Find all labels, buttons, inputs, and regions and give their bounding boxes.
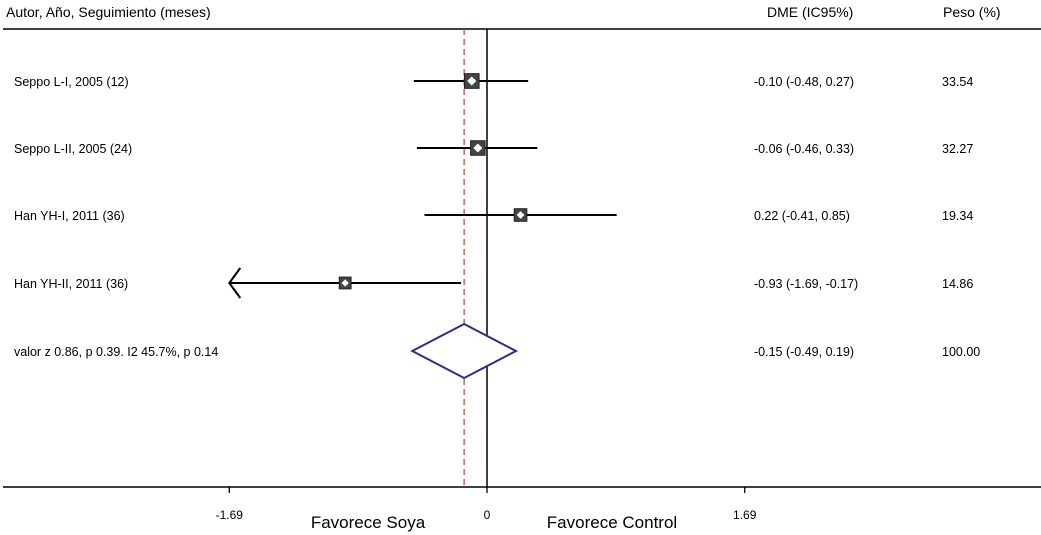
heterogeneity-stats: valor z 0.86, p 0.39. I2 45.7%, p 0.14 [14,345,218,359]
pooled-diamond [410,322,519,380]
effect-column-header: DME (IC95%) [767,4,853,20]
reference-lines [463,29,488,487]
point-estimate-center [473,143,483,153]
weight-text: 19.34 [942,209,973,223]
point-estimate-center [341,279,349,287]
favors-right-label: Favorece Control [547,513,677,532]
study-column-header: Autor, Año, Seguimiento (meses) [6,4,211,20]
header-row: Autor, Año, Seguimiento (meses) DME (IC9… [6,4,1001,20]
effect-size-text: -0.06 (-0.46, 0.33) [754,142,854,156]
effect-size-text: 0.22 (-0.41, 0.85) [754,209,850,223]
point-estimate-center [516,211,525,219]
study-row: Han YH-II, 2011 (36) -0.93 (-1.69, -0.17)… [14,267,973,299]
x-tick-label: -1.69 [216,508,244,522]
study-label: Seppo L-I, 2005 (12) [14,75,129,89]
study-label: Seppo L-II, 2005 (24) [14,142,132,156]
x-tick-label: 0 [484,508,491,522]
weight-text: 14.86 [942,277,973,291]
overall-effect-text: -0.15 (-0.49, 0.19) [754,345,854,359]
study-row: Seppo L-I, 2005 (12) -0.10 (-0.48, 0.27) 3… [14,73,973,89]
effect-size-text: -0.10 (-0.48, 0.27) [754,75,854,89]
favors-left-label: Favorece Soya [311,513,426,532]
point-estimate-center [467,76,477,86]
ci-arrow [228,267,242,299]
weight-text: 33.54 [942,75,973,89]
overall-row: valor z 0.86, p 0.39. I2 45.7%, p 0.14 -0… [14,322,980,380]
x-axis: -1.69 0 1.69 [216,487,757,522]
study-row: Han YH-I, 2011 (36) 0.22 (-0.41, 0.85) 19.… [14,208,973,223]
study-label: Han YH-I, 2011 (36) [14,209,125,223]
weight-text: 32.27 [942,142,973,156]
x-tick-label: 1.69 [733,508,757,522]
weight-column-header: Peso (%) [943,4,1001,20]
effect-size-text: -0.93 (-1.69, -0.17) [754,277,858,291]
study-row: Seppo L-II, 2005 (24) -0.06 (-0.46, 0.33)… [14,140,973,156]
study-label: Han YH-II, 2011 (36) [14,277,128,291]
overall-weight-text: 100.00 [942,345,980,359]
study-rows: Seppo L-I, 2005 (12) -0.10 (-0.48, 0.27) 3… [14,73,973,299]
